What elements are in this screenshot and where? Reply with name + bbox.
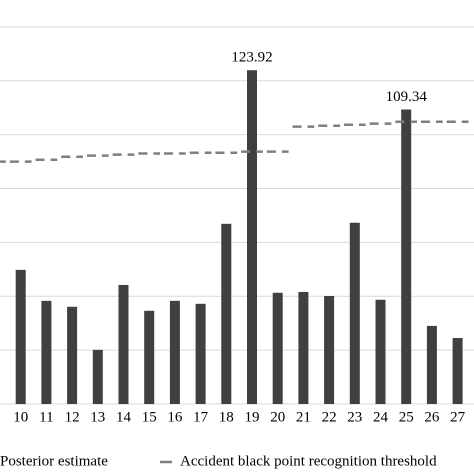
x-tick-label: 25 (399, 409, 414, 425)
x-tick-label: 23 (347, 409, 362, 425)
x-tick-label: 24 (373, 409, 389, 425)
x-tick-label: 11 (39, 409, 53, 425)
bar (41, 300, 52, 404)
bar (15, 269, 26, 404)
bar (401, 109, 412, 405)
x-tick-label: 21 (296, 409, 311, 425)
x-tick-label: 16 (167, 409, 183, 425)
x-tick-label: 10 (13, 409, 28, 425)
x-tick-label: 20 (270, 409, 285, 425)
bar (426, 325, 437, 404)
bar (452, 338, 463, 404)
x-tick-label: 19 (245, 409, 260, 425)
bar (221, 223, 232, 404)
x-tick-label: 15 (142, 409, 157, 425)
legend-label: Accident black point recognition thresho… (180, 453, 437, 469)
bar (92, 349, 103, 404)
bar (324, 295, 335, 404)
bar (298, 291, 309, 404)
x-tick-label: 26 (424, 409, 440, 425)
x-tick-label: 27 (450, 409, 466, 425)
x-tick-label: 14 (116, 409, 132, 425)
x-tick-label: 22 (322, 409, 337, 425)
value-label: 123.92 (231, 50, 272, 66)
x-tick-label: 18 (219, 409, 234, 425)
value-label: 109.34 (386, 89, 428, 105)
bar (144, 310, 155, 404)
bar (195, 303, 206, 404)
bar (349, 222, 360, 404)
legend-label: Posterior estimate (0, 453, 108, 469)
bar (247, 70, 257, 405)
x-tick-label: 13 (90, 409, 105, 425)
bar (272, 292, 283, 404)
bar (67, 306, 78, 404)
bar (375, 299, 386, 404)
x-tick-label: 12 (65, 409, 80, 425)
x-tick-label: 17 (193, 409, 209, 425)
bar (169, 300, 180, 404)
bar (118, 284, 129, 404)
